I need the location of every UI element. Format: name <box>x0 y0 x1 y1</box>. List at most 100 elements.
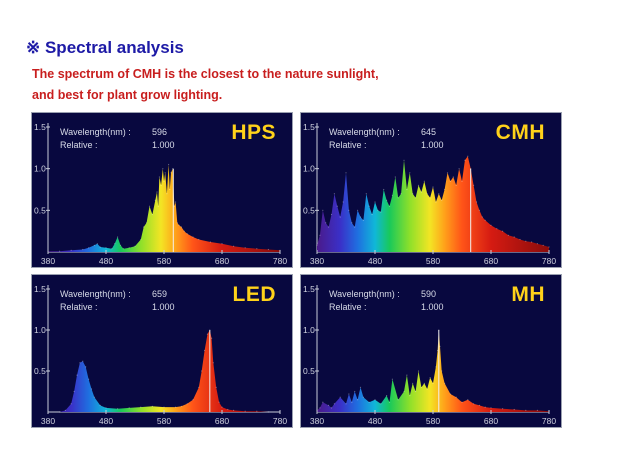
spectrum-point <box>256 248 258 250</box>
spectrum-point <box>461 180 463 182</box>
spectrum-point <box>90 388 93 390</box>
spectrum-point <box>328 404 330 406</box>
spectrum-point <box>388 401 391 403</box>
led-spectrum-chart: 1.5 1.0 0.5 380 480 580 680 780 Wavelength(nm) … <box>31 274 293 428</box>
spectrum-point <box>88 247 90 249</box>
spectrum-point <box>437 349 439 352</box>
spectrum-point <box>201 370 203 372</box>
wavelength-value: 590 <box>421 289 437 299</box>
relative-value: 1.000 <box>152 302 175 312</box>
spectrum-point <box>502 230 504 232</box>
spectrum-point <box>319 234 321 236</box>
spectrum-point <box>319 407 321 409</box>
spectrum-point <box>140 406 142 408</box>
spectrum-point <box>114 243 116 245</box>
spectrum-point <box>160 184 162 186</box>
spectrum-point <box>473 403 475 405</box>
spectrum-point <box>342 201 344 203</box>
spectrum-point <box>481 216 483 218</box>
x-tick-label: 380 <box>41 256 55 266</box>
spectrum-point <box>455 184 457 186</box>
spectrum-point <box>525 240 527 242</box>
spectrum-point <box>117 408 119 410</box>
spectrum-point <box>204 349 206 352</box>
spectrum-point <box>186 403 188 405</box>
mh-lamp-name: MH <box>511 283 545 306</box>
mh-spectrum-chart: 1.5 1.0 0.5 380 480 580 680 780 Wavelength(nm) … <box>300 274 562 428</box>
spectrum-point <box>548 246 550 248</box>
spectrum-point <box>439 345 441 347</box>
spectrum-point <box>348 209 350 211</box>
spectrum-point <box>117 236 119 238</box>
spectrum-point <box>464 159 466 161</box>
cmh-spectrum-chart: 1.5 1.0 0.5 380 480 580 680 780 Wavelength(nm) … <box>300 112 562 268</box>
spectrum-point <box>386 199 388 201</box>
spectrum-point <box>386 395 388 397</box>
spectrum-point <box>244 247 246 249</box>
spectrum-point <box>151 405 153 407</box>
spectrum-point <box>371 213 373 216</box>
spectrum-point <box>426 388 428 390</box>
spectrum-point <box>79 362 81 364</box>
spectrum-point <box>209 241 211 243</box>
spectrum-point <box>388 205 391 207</box>
spectrum-point <box>362 396 364 398</box>
spectrum-point <box>76 374 78 376</box>
spectrum-point <box>192 236 194 238</box>
spectrum-point <box>409 172 411 174</box>
x-tick-label: 680 <box>215 256 229 266</box>
y-tick-label: 0.5 <box>303 366 315 376</box>
spectrum-point <box>391 194 393 196</box>
led-lamp-name: LED <box>232 283 276 306</box>
spectrum-point <box>368 401 370 403</box>
spectrum-point <box>397 399 399 401</box>
spectrum-point <box>267 411 269 413</box>
spectrum-point <box>267 248 269 251</box>
x-tick-label: 680 <box>215 416 229 426</box>
x-tick-label: 780 <box>542 416 556 426</box>
spectrum-point <box>178 224 180 226</box>
cmh-readout: Wavelength(nm) : 645 Relative : 1.000 <box>329 126 444 152</box>
y-tick-label: 1.0 <box>303 164 315 174</box>
spectrum-point <box>156 191 158 193</box>
x-tick-label: 480 <box>368 256 382 266</box>
spectrum-point <box>429 197 431 199</box>
y-tick-label: 1.5 <box>34 122 46 132</box>
spectrum-point <box>467 155 469 157</box>
x-tick-label: 680 <box>484 416 498 426</box>
spectrum-point <box>140 238 142 241</box>
spectrum-point <box>143 226 145 228</box>
spectrum-point <box>380 403 382 405</box>
spectrum-point <box>215 386 217 388</box>
spectrum-point <box>354 226 356 228</box>
spectrum-point <box>59 411 61 413</box>
spectrum-area <box>317 156 549 252</box>
spectrum-point <box>345 172 347 174</box>
wavelength-label: Wavelength(nm) : <box>60 289 131 299</box>
spectrum-point <box>461 401 463 403</box>
spectrum-point <box>473 184 475 186</box>
spectrum-point <box>446 172 449 174</box>
spectrum-point <box>435 201 437 203</box>
spectrum-point <box>73 390 75 393</box>
spectrum-point <box>409 395 411 397</box>
y-tick-label: 0.5 <box>34 366 46 376</box>
spectrum-point <box>85 366 87 368</box>
spectrum-point <box>146 222 148 224</box>
spectrum-point <box>180 226 182 228</box>
spectrum-point <box>420 191 422 193</box>
spectrum-point <box>458 168 460 170</box>
spectrum-point <box>452 176 454 178</box>
spectrum-point <box>330 407 333 409</box>
x-tick-label: 380 <box>310 256 324 266</box>
wavelength-label: Wavelength(nm) : <box>60 127 131 137</box>
wavelength-label: Wavelength(nm) : <box>329 289 400 299</box>
led-spectrum-svg: 1.5 1.0 0.5 380 480 580 680 780 <box>34 284 287 426</box>
wavelength-label: Wavelength(nm) : <box>329 127 400 137</box>
spectrum-area <box>48 330 280 412</box>
spectrum-point <box>99 404 101 406</box>
spectrum-point <box>368 205 370 207</box>
x-tick-label: 480 <box>99 256 113 266</box>
spectrum-point <box>374 201 376 203</box>
spectrum-point <box>490 224 492 226</box>
